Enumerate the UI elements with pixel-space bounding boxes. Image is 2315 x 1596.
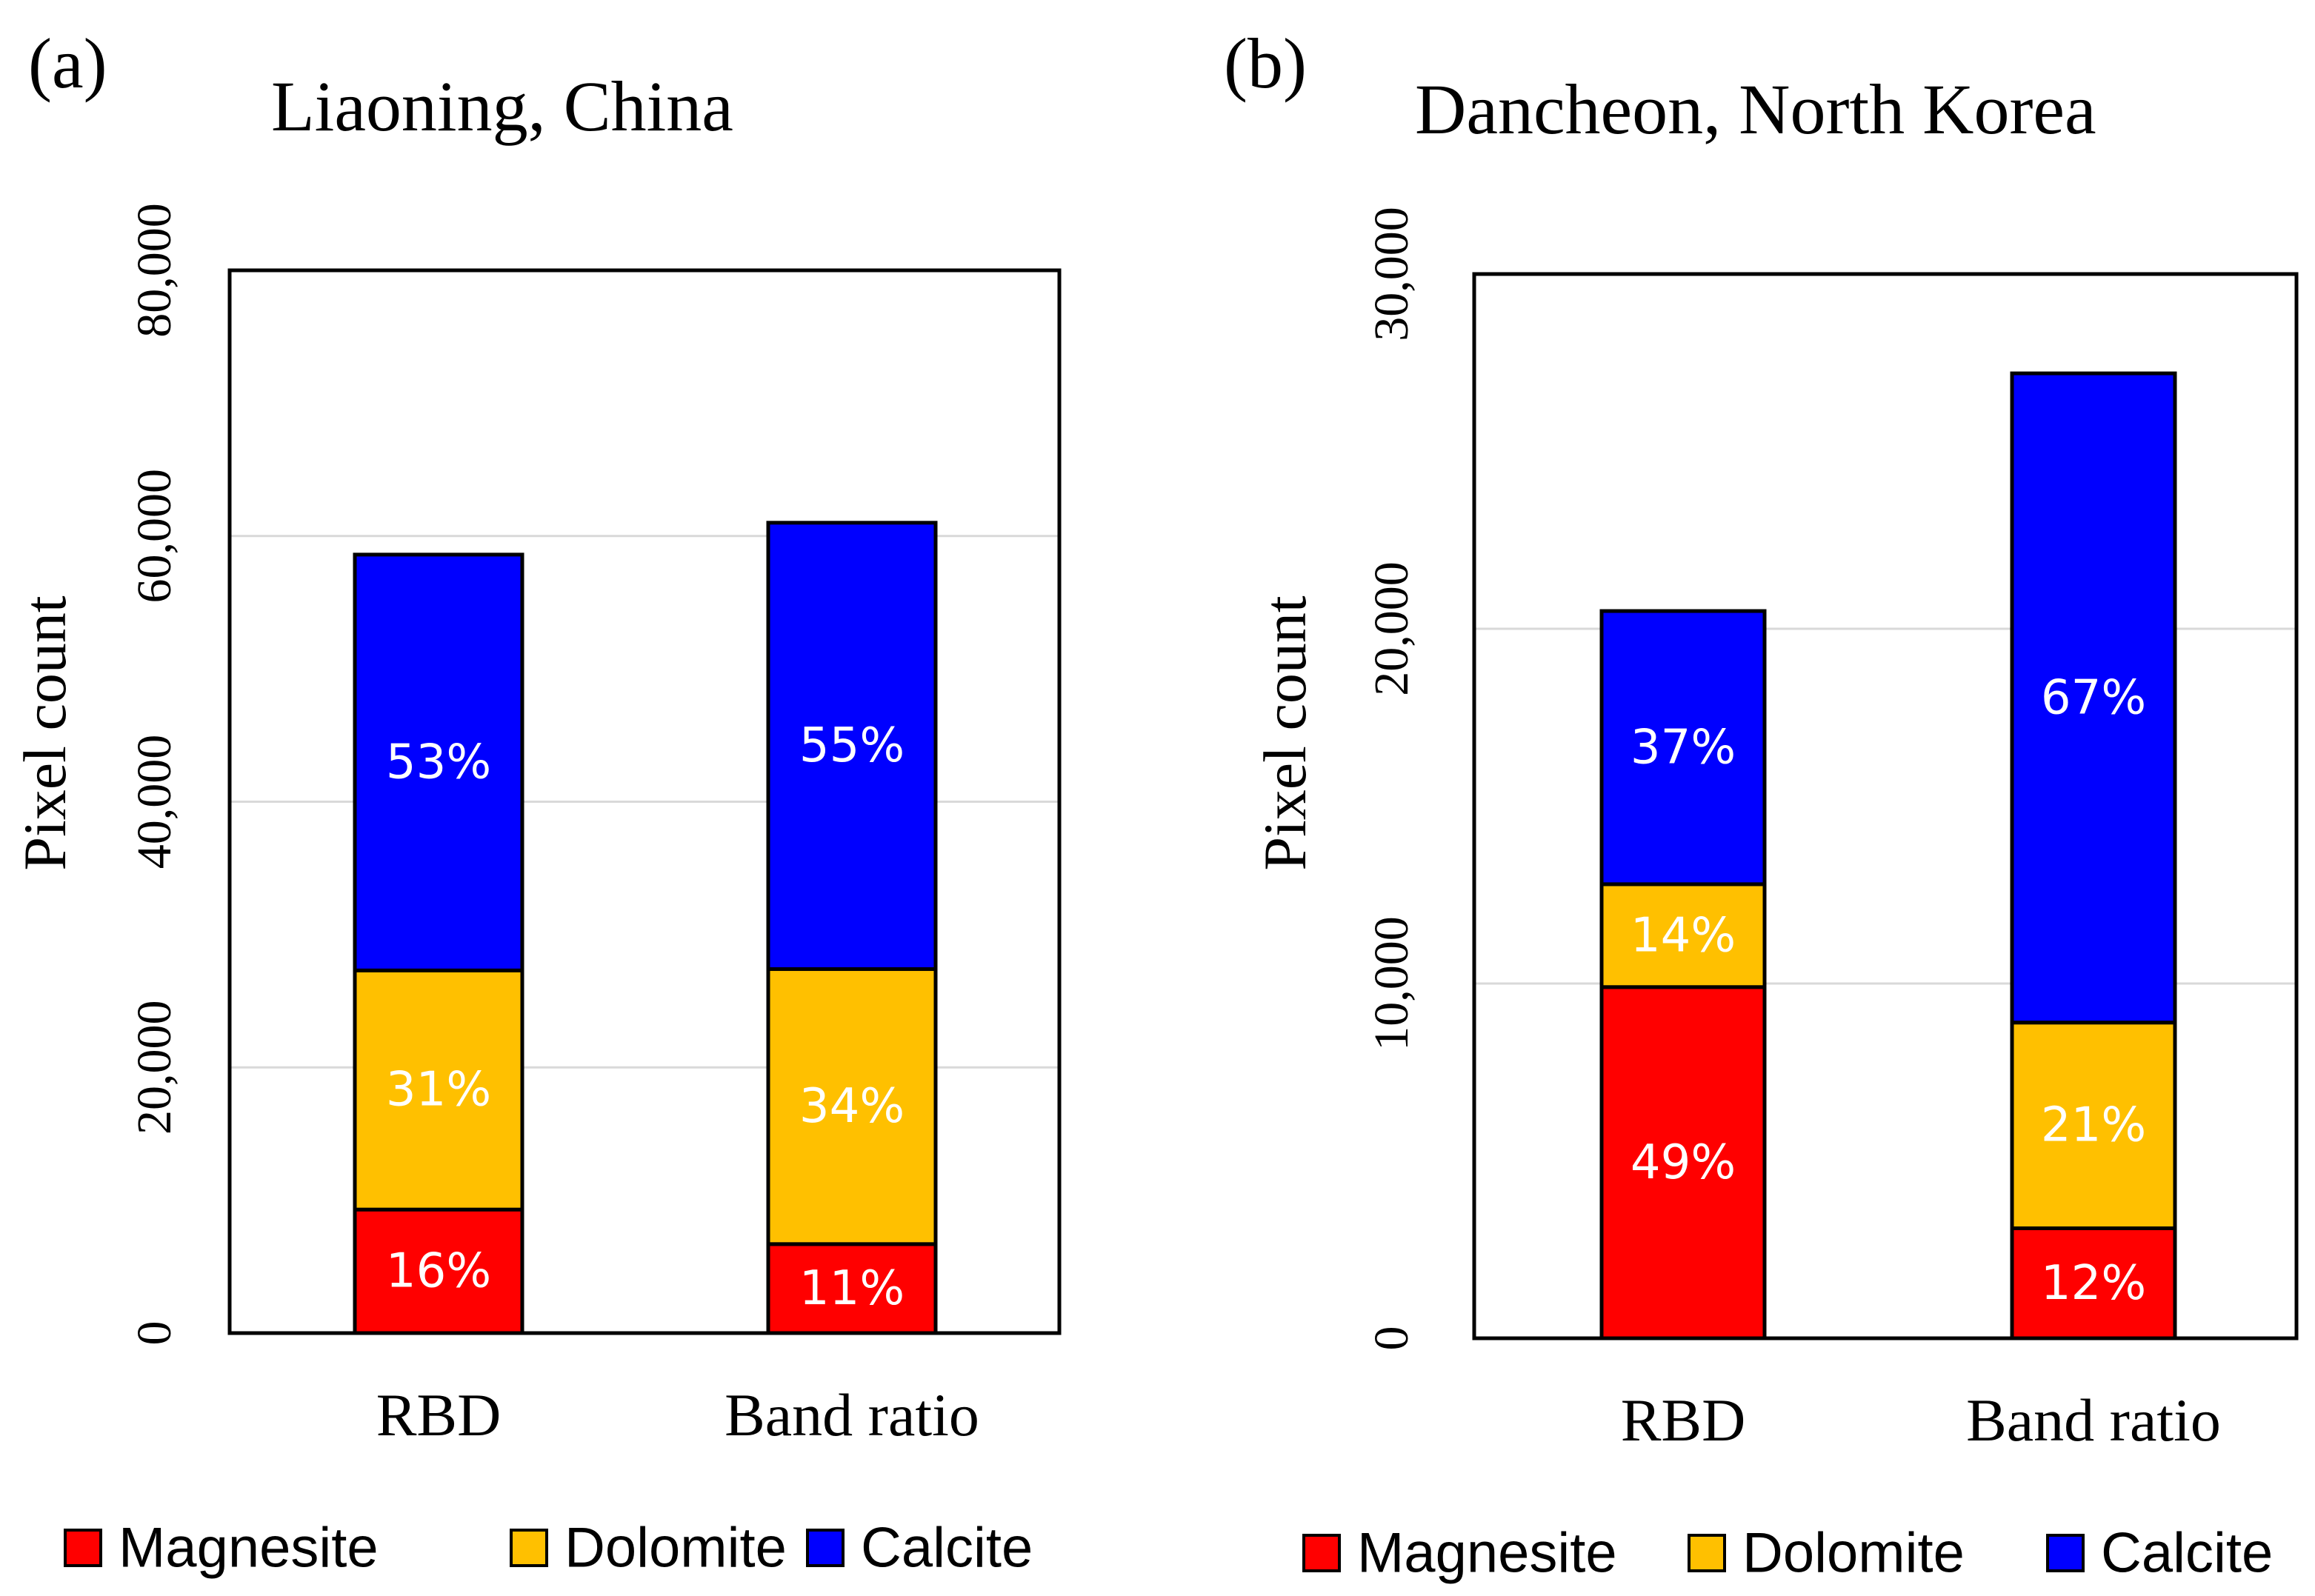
bar-segment-calcite [2010,371,2177,1025]
legend-swatch-dolomite [510,1529,548,1567]
panel-a-x-categories: RBD Band ratio [376,1381,979,1449]
data-label: 14% [1631,908,1736,963]
y-tick-label: 20,000 [127,1001,181,1135]
data-label: 31% [386,1063,491,1118]
bar-segment-calcite [766,521,938,972]
y-tick-label: 10,000 [1365,916,1419,1051]
legend-label-dolomite: Dolomite [564,1517,787,1580]
legend-swatch-magnesite [64,1529,102,1567]
panel-a-legend: Magnesite Dolomite Calcite [64,1517,1033,1580]
legend-label-calcite: Calcite [2101,1522,2273,1585]
legend-label-magnesite: Magnesite [119,1517,379,1580]
y-tick-label: 0 [127,1321,181,1346]
x-category-label: Band ratio [1966,1386,2221,1454]
panel-b-plot-frame [1472,272,2299,1340]
panel-b-y-axis-label: Pixel count [1251,595,1319,870]
panel-b-bars: 49% 14% 37% 12% 21% 67% [1599,371,2177,1340]
panel-a-title: Liaoning, China [271,67,733,146]
panel-b-x-categories: RBD Band ratio [1621,1386,2221,1454]
data-label: 16% [386,1244,491,1299]
bar-segment-magnesite [2010,1226,2177,1340]
data-label: 55% [799,718,905,773]
y-tick-label: 30,000 [1365,207,1419,341]
x-category-label: Band ratio [725,1381,979,1449]
legend-label-magnesite: Magnesite [1357,1522,1617,1585]
panel-a-bars: 16% 31% 53% 11% 34% 55% [353,521,938,1335]
panel-a-letter: (a) [28,24,107,103]
panel-a-y-axis-label: Pixel count [11,595,79,870]
bar-segment-calcite [353,552,524,972]
legend-swatch-calcite [806,1529,845,1567]
data-label: 53% [386,735,491,790]
y-tick-label: 60,000 [127,469,181,604]
bar-segment-calcite [1599,609,1767,887]
y-tick-label: 80,000 [127,203,181,338]
data-label: 49% [1631,1135,1736,1190]
y-tick-label: 20,000 [1365,561,1419,696]
panel-b-legend: Magnesite Dolomite Calcite [1302,1522,2273,1585]
legend-swatch-dolomite [1688,1534,1726,1572]
legend-label-dolomite: Dolomite [1742,1522,1965,1585]
data-label: 34% [799,1079,905,1134]
panel-b: (b) Dancheon, North Korea Pixel count 49… [1224,24,2299,1585]
x-category-label: RBD [1621,1386,1746,1454]
data-label: 67% [2041,670,2146,725]
bar-segment-dolomite [766,967,938,1246]
y-tick-label: 0 [1365,1326,1419,1351]
legend-swatch-magnesite [1302,1534,1341,1572]
bar-segment-magnesite [353,1207,524,1335]
panel-b-letter: (b) [1224,24,1307,103]
panel-b-title: Dancheon, North Korea [1415,70,2096,149]
legend-label-calcite: Calcite [861,1517,1033,1580]
data-label: 21% [2041,1098,2146,1153]
data-label: 12% [2041,1256,2146,1311]
bar-segment-dolomite [2010,1021,2177,1231]
x-category-label: RBD [376,1381,502,1449]
panel-a: (a) Liaoning, China Pixel count 16% 31% 53… [11,24,1062,1580]
data-label: 11% [799,1261,905,1316]
bar-segment-dolomite [1599,882,1767,989]
panel-a-plot-frame [227,268,1062,1335]
y-tick-label: 40,000 [127,735,181,869]
data-label: 37% [1631,720,1736,775]
panel-a-y-ticks: 0 20,000 40,000 60,000 80,000 [127,203,181,1345]
panel-b-y-ticks: 0 10,000 20,000 30,000 [1365,207,1419,1350]
legend-swatch-calcite [2046,1534,2085,1572]
